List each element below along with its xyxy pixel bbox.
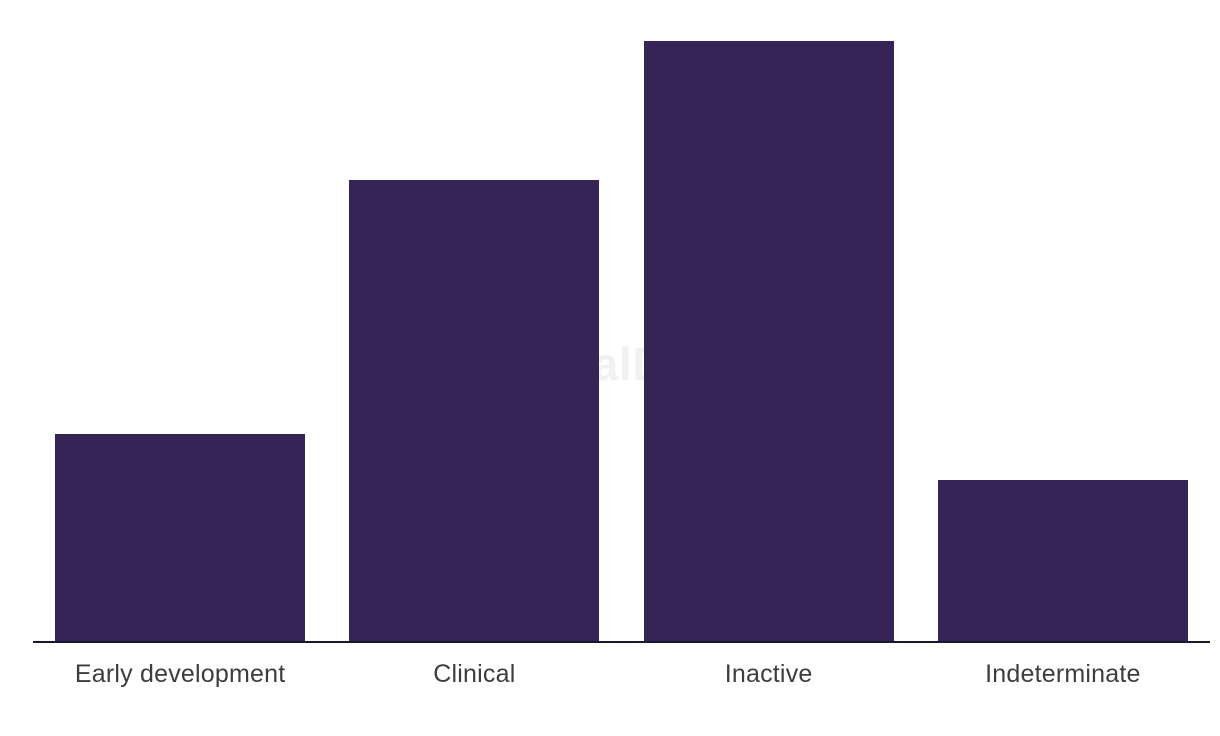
x-axis-labels: Early development Clinical Inactive Inde… bbox=[33, 643, 1210, 689]
bar-slot bbox=[327, 0, 621, 641]
x-axis-label-indeterminate: Indeterminate bbox=[985, 660, 1141, 688]
x-axis-label-inactive: Inactive bbox=[724, 660, 813, 688]
plot-area bbox=[33, 0, 1210, 643]
bar-slot bbox=[916, 0, 1210, 641]
bar-early-development bbox=[55, 434, 306, 641]
x-axis-label-clinical: Clinical bbox=[433, 660, 516, 688]
bar-indeterminate bbox=[937, 480, 1188, 641]
x-axis-label-early-development: Early development bbox=[74, 660, 286, 688]
bar-slot bbox=[622, 0, 916, 641]
bar-slot bbox=[33, 0, 327, 641]
bar-inactive bbox=[643, 41, 894, 641]
bar-clinical bbox=[349, 180, 600, 641]
